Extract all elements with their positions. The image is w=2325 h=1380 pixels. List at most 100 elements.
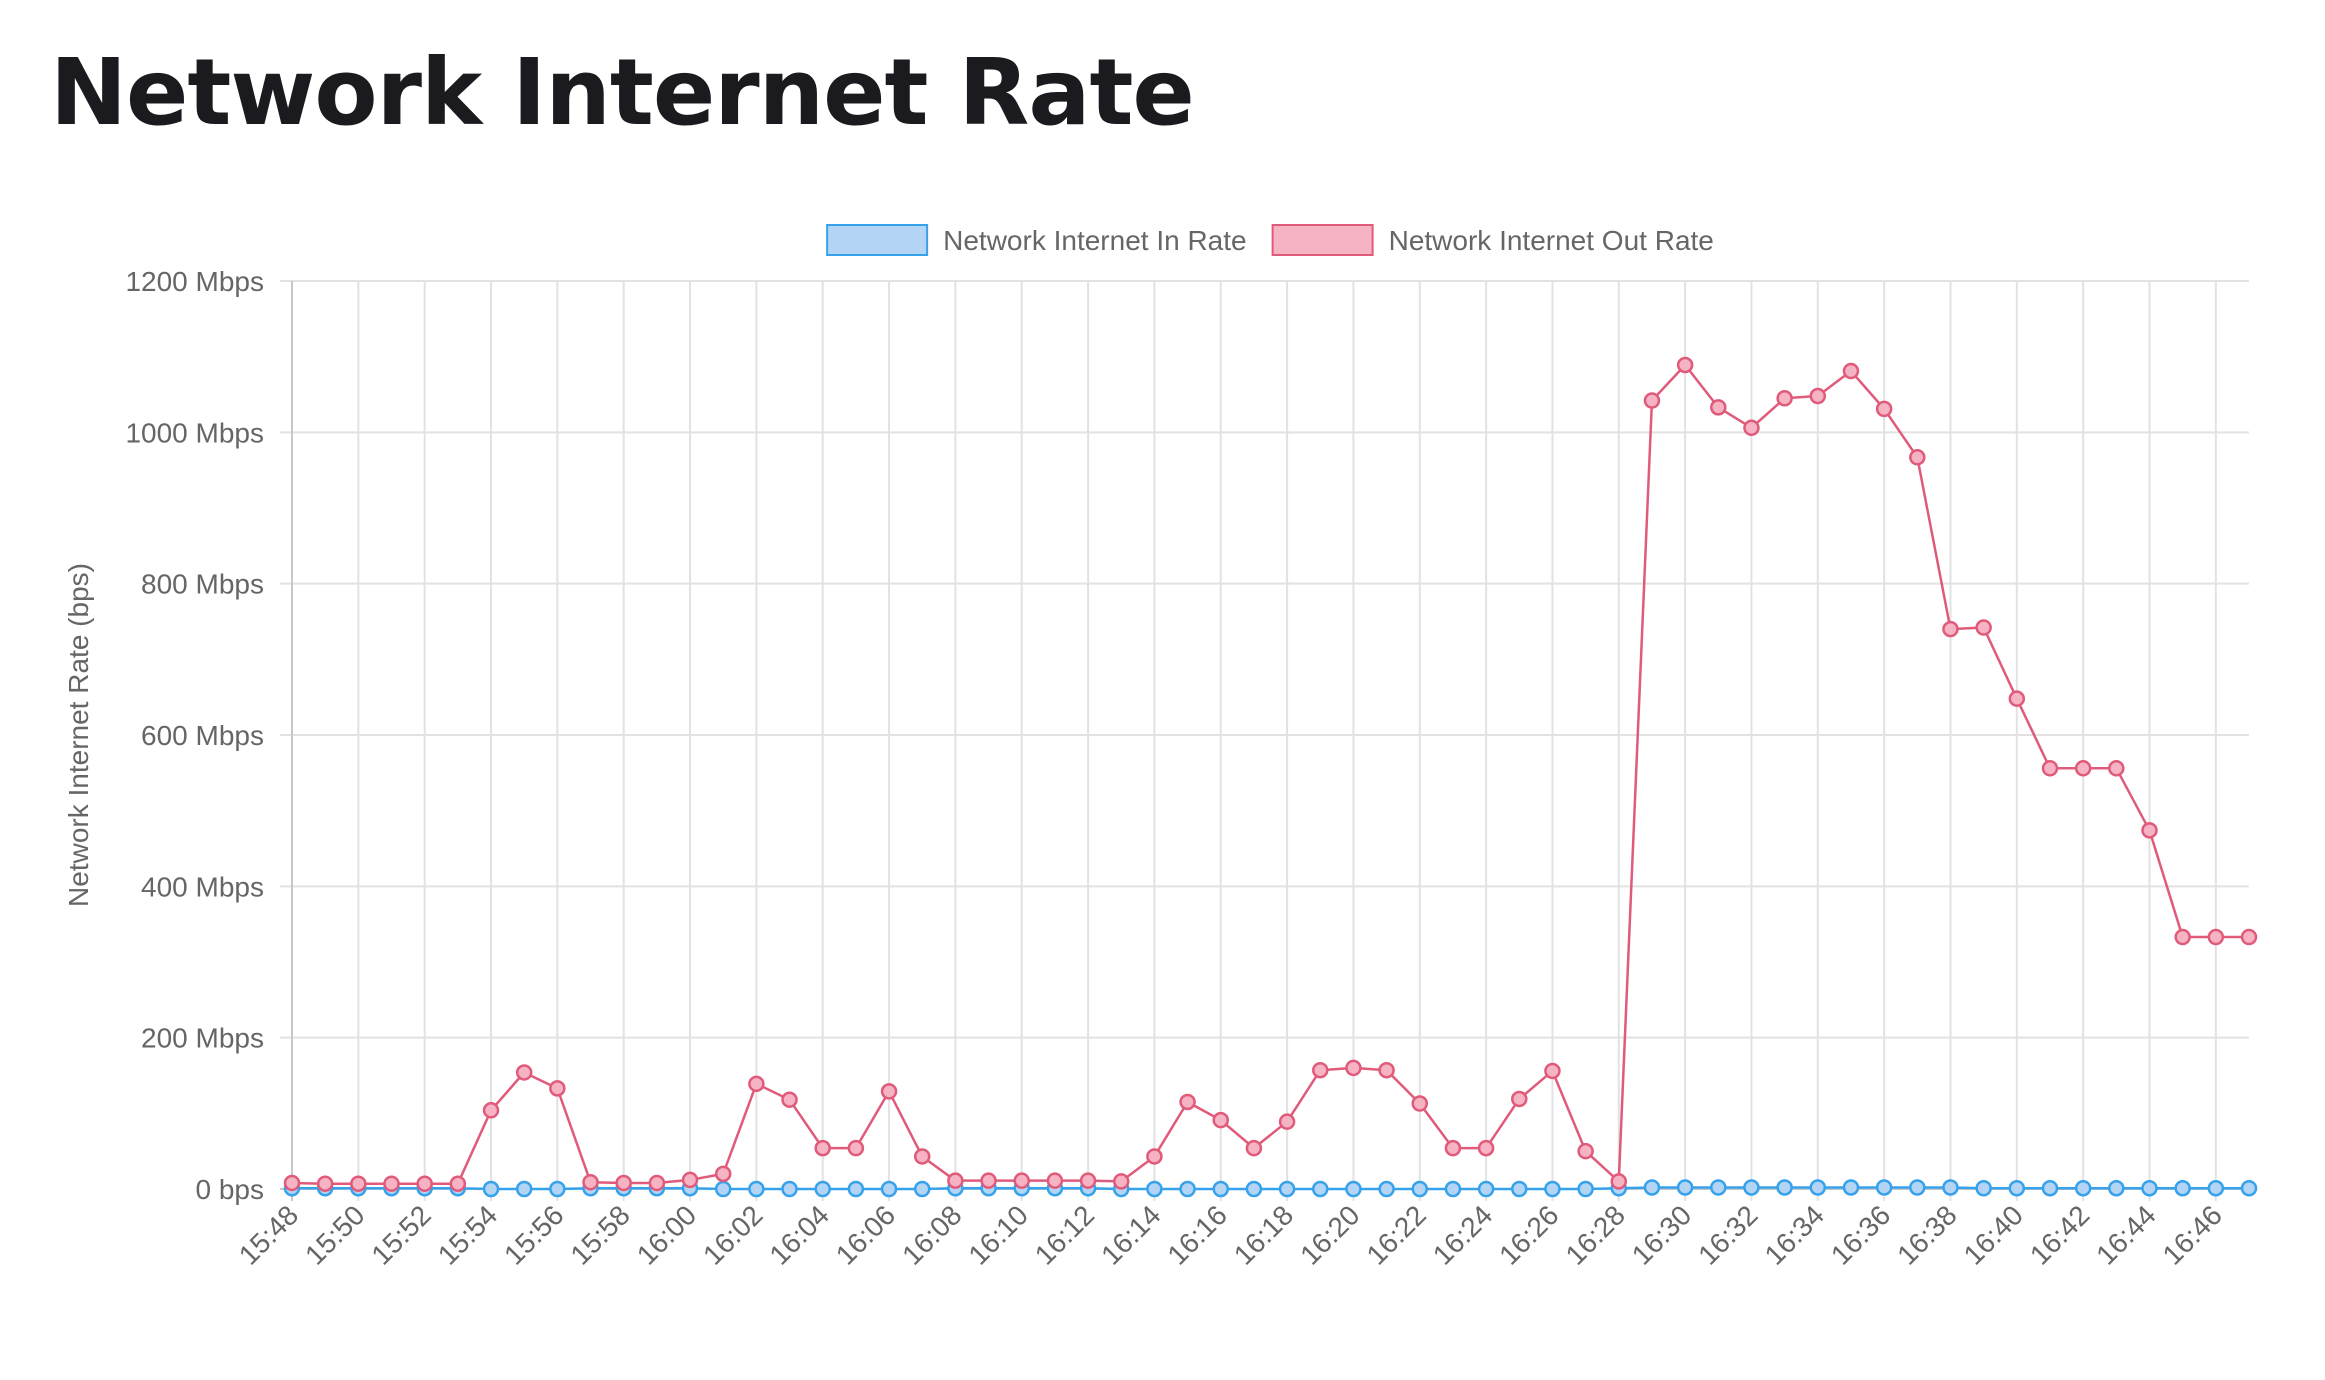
x-tick-label: 15:58 bbox=[564, 1199, 635, 1270]
legend-item-network-internet-in-rate[interactable]: Network Internet In Rate bbox=[826, 224, 1247, 256]
data-point bbox=[2174, 928, 2191, 946]
data-point bbox=[1942, 620, 1959, 638]
data-point bbox=[1212, 1180, 1229, 1198]
page-title: Network Internet Rate bbox=[50, 39, 1195, 146]
x-tick-label: 16:40 bbox=[1958, 1199, 2029, 1270]
data-point bbox=[1411, 1180, 1429, 1198]
data-point bbox=[1942, 1179, 1959, 1196]
data-point bbox=[1743, 419, 1760, 437]
data-point bbox=[1544, 1180, 1561, 1198]
data-point bbox=[1842, 362, 1860, 380]
data-point bbox=[714, 1165, 732, 1183]
data-point bbox=[1013, 1172, 1030, 1189]
data-point bbox=[582, 1173, 599, 1191]
data-point bbox=[2008, 1179, 2026, 1197]
series-line bbox=[291, 363, 2249, 1185]
x-tick-label: 15:56 bbox=[498, 1199, 569, 1270]
data-point bbox=[350, 1175, 367, 1192]
y-tick-label: 0 bps bbox=[196, 1174, 265, 1205]
x-tick-label: 15:52 bbox=[365, 1199, 436, 1270]
data-point bbox=[748, 1180, 765, 1198]
data-point bbox=[1212, 1111, 1229, 1129]
x-tick-label: 16:12 bbox=[1029, 1199, 1100, 1270]
data-point bbox=[515, 1064, 533, 1081]
data-point bbox=[482, 1102, 500, 1119]
data-point bbox=[482, 1180, 500, 1198]
x-tick-label: 15:54 bbox=[432, 1199, 503, 1270]
data-point bbox=[615, 1174, 632, 1192]
data-point bbox=[781, 1180, 798, 1198]
legend-item-network-internet-out-rate[interactable]: Network Internet Out Rate bbox=[1271, 224, 1714, 256]
data-point bbox=[1643, 392, 1661, 409]
y-tick-label: 600 Mbps bbox=[141, 720, 264, 751]
data-point bbox=[880, 1083, 898, 1100]
x-tick-label: 15:50 bbox=[299, 1199, 370, 1270]
data-point bbox=[1477, 1139, 1495, 1157]
data-point bbox=[2240, 1179, 2258, 1197]
x-tick-label: 16:44 bbox=[2090, 1199, 2161, 1270]
data-point bbox=[2074, 1179, 2092, 1197]
x-tick-label: 16:00 bbox=[631, 1199, 702, 1270]
data-point bbox=[1776, 390, 1793, 407]
x-tick-label: 16:26 bbox=[1493, 1199, 1564, 1270]
data-point bbox=[2141, 822, 2158, 839]
x-tick-label: 16:16 bbox=[1162, 1199, 1233, 1270]
data-point bbox=[1776, 1179, 1793, 1196]
data-point bbox=[748, 1075, 765, 1093]
data-point bbox=[1146, 1148, 1163, 1165]
y-tick-label: 200 Mbps bbox=[141, 1023, 264, 1054]
data-point bbox=[1411, 1095, 1429, 1112]
data-point bbox=[1710, 399, 1727, 416]
data-point bbox=[1676, 356, 1694, 374]
data-point bbox=[1909, 449, 1926, 466]
x-tick-label: 16:34 bbox=[1759, 1199, 1830, 1270]
x-tick-label: 16:08 bbox=[896, 1199, 967, 1270]
data-point bbox=[1477, 1180, 1495, 1198]
x-tick-label: 16:42 bbox=[2024, 1199, 2095, 1270]
data-point bbox=[681, 1171, 699, 1189]
data-point bbox=[1146, 1180, 1163, 1198]
data-point bbox=[2207, 928, 2225, 946]
data-point bbox=[1809, 387, 1827, 405]
data-point bbox=[781, 1091, 798, 1108]
data-point bbox=[1245, 1139, 1263, 1157]
data-point bbox=[913, 1148, 931, 1165]
data-point bbox=[1312, 1061, 1329, 1079]
grid bbox=[280, 280, 2249, 1201]
x-tick-label: 16:20 bbox=[1294, 1199, 1365, 1270]
legend[interactable]: Network Internet In Rate Network Internet… bbox=[826, 224, 1714, 256]
data-point bbox=[1046, 1172, 1064, 1189]
y-axis-title: Network Internet Rate (bps) bbox=[63, 563, 94, 907]
data-point bbox=[283, 1174, 301, 1192]
data-point bbox=[1378, 1061, 1395, 1079]
data-point bbox=[2141, 1179, 2158, 1197]
data-point bbox=[1511, 1180, 1528, 1198]
data-point bbox=[1743, 1179, 1760, 1196]
series-network-internet-in-rate bbox=[283, 1179, 2258, 1198]
data-point bbox=[2108, 760, 2125, 777]
data-point bbox=[1643, 1179, 1661, 1196]
data-point bbox=[1610, 1173, 1628, 1190]
data-point bbox=[1875, 400, 1893, 418]
x-tick-label: 16:04 bbox=[763, 1199, 834, 1270]
data-point bbox=[1842, 1179, 1860, 1196]
legend-label: Network Internet Out Rate bbox=[1389, 225, 1714, 256]
data-point bbox=[2108, 1179, 2125, 1197]
data-point bbox=[814, 1139, 831, 1157]
series bbox=[283, 356, 2258, 1198]
data-point bbox=[1278, 1113, 1296, 1130]
x-tick-label: 16:24 bbox=[1427, 1199, 1498, 1270]
x-tick-label: 16:36 bbox=[1825, 1199, 1896, 1270]
data-point bbox=[880, 1180, 898, 1198]
data-point bbox=[316, 1175, 334, 1192]
data-point bbox=[449, 1175, 467, 1192]
data-point bbox=[1245, 1180, 1263, 1198]
x-tick-label: 16:28 bbox=[1560, 1199, 1631, 1270]
data-point bbox=[1875, 1179, 1893, 1196]
data-point bbox=[1710, 1179, 1727, 1196]
data-point bbox=[1345, 1180, 1362, 1198]
data-point bbox=[814, 1180, 831, 1198]
data-point bbox=[2207, 1179, 2225, 1197]
data-point bbox=[980, 1172, 997, 1189]
data-point bbox=[1112, 1173, 1130, 1190]
